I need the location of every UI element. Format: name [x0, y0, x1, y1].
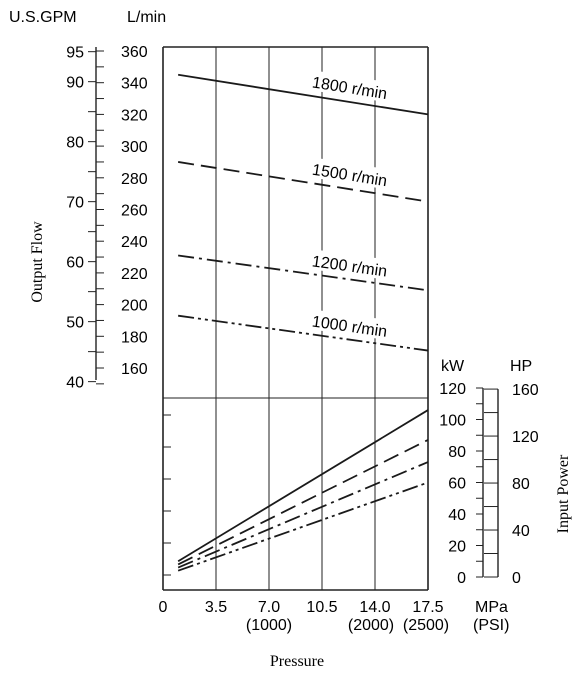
gpm-tick-label: 70 — [66, 195, 84, 212]
kw-tick-label: 120 — [439, 381, 466, 398]
flow-label-bg — [304, 248, 397, 281]
lmin-tick-label: 280 — [121, 171, 148, 188]
hp-tick-label: 120 — [512, 429, 539, 446]
lmin-unit-label: L/min — [127, 9, 166, 26]
flow-label-bg — [304, 69, 397, 104]
flow-axes: 360 340 320 300 280 260 240 220 200 180 160 95 90 80 7… — [66, 44, 171, 576]
flow-label-group: 1000 r/min — [304, 308, 397, 341]
lmin-tick-label: 200 — [121, 298, 148, 315]
kw-tick-label: 20 — [448, 539, 466, 556]
gpm-tick-label: 90 — [66, 75, 84, 92]
lmin-tick-label: 180 — [121, 329, 148, 346]
lmin-tick-label: 360 — [121, 44, 148, 61]
flow-line-4 — [178, 314, 429, 352]
psi-label: (2500) — [403, 617, 449, 634]
pressure-axis: 0 3.5 7.0 10.5 14.0 17.5 (1000) (2000) (2500) — [159, 599, 450, 634]
lmin-tick-label: 320 — [121, 107, 148, 124]
kw-tick-label: 40 — [448, 507, 466, 524]
kw-tick-label: 60 — [448, 476, 466, 493]
lmin-tick-label: 260 — [121, 203, 148, 220]
kw-tick-label: 80 — [448, 444, 466, 461]
flow-label-group: 1200 r/min — [304, 248, 397, 281]
lmin-tick-label: 160 — [121, 361, 148, 378]
hp-tick-label: 40 — [512, 523, 530, 540]
power-line-3 — [177, 461, 429, 569]
pressure-tick-label: 3.5 — [205, 599, 227, 616]
psi-label: (2000) — [348, 617, 394, 634]
gpm-tick-label: 50 — [66, 315, 84, 332]
hp-tick-label: 80 — [512, 476, 530, 493]
grid — [163, 47, 428, 590]
gpm-tick-label: 40 — [66, 375, 84, 392]
flow-line-2 — [178, 161, 429, 203]
psi-label: (1000) — [246, 617, 292, 634]
hp-tick-label: 160 — [512, 382, 539, 399]
power-line-2 — [177, 439, 429, 566]
lmin-tick-label: 340 — [121, 76, 148, 93]
power-line-1 — [177, 409, 429, 563]
lmin-tick-label: 240 — [121, 234, 148, 251]
pressure-tick-label: 0 — [159, 599, 168, 616]
hp-tick-label: 0 — [512, 570, 521, 587]
gpm-tick-label: 80 — [66, 135, 84, 152]
gpm-tick-label: 95 — [66, 45, 84, 62]
kw-tick-label: 100 — [439, 413, 466, 430]
flow-label-group: 1500 r/min — [304, 156, 397, 191]
flow-label-bg — [304, 156, 397, 191]
flow-label-bg — [304, 308, 397, 341]
pressure-tick-label: 7.0 — [258, 599, 280, 616]
pressure-title: Pressure — [270, 653, 324, 670]
gpm-unit-label: U.S.GPM — [9, 9, 77, 26]
flow-line-1 — [178, 73, 429, 116]
pressure-unit-label: MPa — [475, 599, 508, 616]
psi-unit-label: (PSI) — [473, 617, 509, 634]
lmin-tick-label: 300 — [121, 139, 148, 156]
gpm-tick-label: 60 — [66, 255, 84, 272]
power-line-4 — [177, 481, 429, 572]
pressure-tick-label: 17.5 — [412, 599, 443, 616]
flow-line-3 — [178, 254, 429, 292]
pressure-tick-label: 14.0 — [359, 599, 390, 616]
hp-unit-label: HP — [510, 358, 532, 375]
kw-unit-label: kW — [441, 358, 465, 375]
pressure-tick-label: 10.5 — [306, 599, 337, 616]
input-power-title: Input Power — [555, 454, 572, 533]
kw-tick-label: 0 — [457, 570, 466, 587]
flow-label-group: 1800 r/min — [304, 69, 397, 104]
lmin-tick-label: 220 — [121, 266, 148, 283]
output-flow-title: Output Flow — [29, 221, 46, 303]
plot-frame — [162, 46, 429, 591]
